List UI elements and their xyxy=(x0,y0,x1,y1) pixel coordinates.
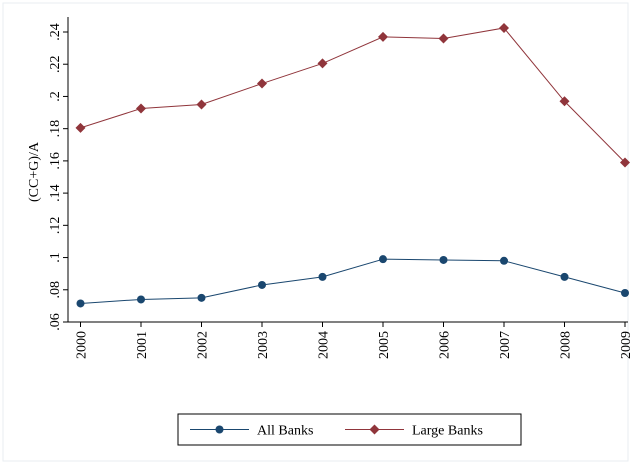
x-tick-label: 2006 xyxy=(438,331,453,359)
x-tick-label: 2001 xyxy=(135,331,150,359)
data-point-all-banks xyxy=(258,280,266,289)
data-point-large-banks xyxy=(317,58,328,69)
x-tick-label: 2003 xyxy=(256,331,271,359)
y-tick-label: .18 xyxy=(48,120,63,138)
legend-marker-all-banks xyxy=(215,425,224,434)
x-ticks: 2000 2001 2002 2003 2004 2005 2006 2007 2008 2009 xyxy=(75,322,631,359)
y-tick-label: .24 xyxy=(48,23,63,41)
data-point-large-banks xyxy=(257,78,267,89)
legend-label-all-banks: All Banks xyxy=(257,424,313,439)
y-tick-label: .2 xyxy=(48,91,63,102)
series-layer xyxy=(75,22,630,308)
data-point-all-banks xyxy=(379,255,387,264)
x-tick-label: 2009 xyxy=(619,331,631,359)
data-point-large-banks xyxy=(438,33,449,44)
data-point-all-banks xyxy=(197,293,206,302)
y-tick-label: .1 xyxy=(48,252,63,263)
x-tick-label: 2008 xyxy=(559,331,574,359)
legend-label-large-banks: Large Banks xyxy=(412,424,483,439)
data-point-large-banks xyxy=(620,157,630,168)
data-point-large-banks xyxy=(499,22,509,33)
data-point-all-banks xyxy=(76,299,85,308)
data-point-all-banks xyxy=(137,295,145,304)
data-point-large-banks xyxy=(136,103,146,114)
data-point-large-banks xyxy=(559,96,570,107)
y-tick-label: .08 xyxy=(48,281,63,299)
x-tick-label: 2005 xyxy=(377,331,392,359)
y-axis-label: (CC+G)/A xyxy=(27,141,42,202)
data-point-all-banks xyxy=(439,255,448,264)
y-tick-label: .12 xyxy=(48,217,63,235)
y-tick-label: .06 xyxy=(48,313,63,331)
y-tick-label: .14 xyxy=(48,184,63,202)
data-point-large-banks xyxy=(196,99,207,110)
series-line-all-banks xyxy=(80,258,626,304)
y-tick-label: .22 xyxy=(48,55,63,73)
legend-marker-large-banks xyxy=(369,424,380,435)
data-point-all-banks xyxy=(318,272,327,281)
data-point-large-banks xyxy=(75,122,86,133)
y-ticks: .06 .08 .1 .12 .14 .16 .18 .2 .22 .24 xyxy=(48,23,68,331)
data-point-all-banks xyxy=(560,272,569,281)
x-tick-label: 2004 xyxy=(317,331,332,359)
series-line-large-banks xyxy=(80,27,626,163)
y-tick-label: .16 xyxy=(48,152,63,170)
x-tick-label: 2000 xyxy=(75,331,90,359)
data-point-all-banks xyxy=(621,289,629,297)
legend: All Banks Large Banks xyxy=(177,413,522,446)
data-point-all-banks xyxy=(500,256,508,265)
x-tick-label: 2002 xyxy=(196,331,211,359)
data-point-large-banks xyxy=(378,31,388,42)
x-tick-label: 2007 xyxy=(498,331,513,359)
